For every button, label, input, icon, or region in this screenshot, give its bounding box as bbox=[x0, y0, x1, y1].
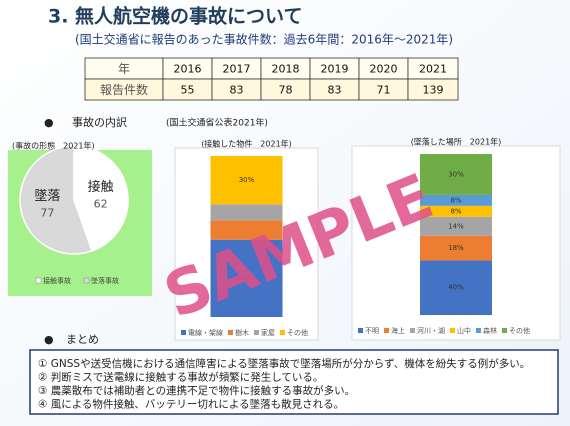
bar-segment bbox=[420, 216, 492, 236]
pie-slice bbox=[19, 145, 93, 255]
section-heading: 事故の内訳 bbox=[72, 115, 127, 129]
legend-swatch bbox=[450, 328, 455, 333]
bullet: ● bbox=[44, 116, 54, 129]
summary-item: ④ 風による物件接触、バッテリー切れによる墜落も散見される。 bbox=[38, 398, 344, 411]
legend-label: その他 bbox=[509, 326, 530, 335]
legend-label: その他 bbox=[287, 328, 308, 337]
table-value: 71 bbox=[377, 84, 391, 97]
chart-title: (事故の形態 2021年) bbox=[12, 141, 95, 151]
table-value: 2020 bbox=[370, 63, 398, 76]
subtitle: (国土交通省に報告のあった事故件数：過去6年間：2016年〜2021年) bbox=[75, 32, 453, 47]
table-value: 2016 bbox=[174, 63, 202, 76]
legend-label: 墜落事故 bbox=[91, 276, 119, 285]
legend-label: 山中 bbox=[457, 326, 471, 335]
bar-segment bbox=[210, 239, 283, 317]
table-value: 78 bbox=[279, 84, 293, 97]
table-header: 報告件数 bbox=[100, 82, 148, 97]
data-label: 48% bbox=[239, 274, 255, 282]
table: 年 2016 2017 2018 2019 2020 2021 報告件数 55 83 78 83 71 1… bbox=[84, 57, 459, 101]
table-cell bbox=[407, 78, 459, 101]
legend-swatch bbox=[280, 330, 285, 335]
bullet: ● bbox=[44, 333, 54, 346]
slice-label: 墜落 bbox=[34, 188, 60, 204]
data-label: 30% bbox=[239, 176, 255, 184]
bar-segment bbox=[420, 205, 492, 217]
legend-swatch bbox=[83, 277, 90, 284]
bar-segment bbox=[420, 154, 492, 195]
legend-label: 樹木 bbox=[235, 328, 249, 337]
summary-list: ① GNSSや送受信機における通信障害による墜落事故で墜落場所が分からず、機体を… bbox=[38, 357, 530, 411]
table-value: 83 bbox=[230, 84, 244, 97]
pie-slice bbox=[73, 145, 129, 252]
chart-title: (墜落した場所 2021年) bbox=[411, 137, 502, 147]
legend-label: 家屋 bbox=[261, 328, 275, 337]
legend-swatch bbox=[502, 328, 507, 333]
summary-item: ② 判断ミスで送電線に接触する事故が頻繁に発生している。 bbox=[38, 371, 323, 384]
charts: 接触 62 墜落 77 接触事故 墜落事故 (事故の形態 2021年) 48% 30% 電線・架線… bbox=[8, 137, 561, 341]
summary-item: ① GNSSや送受信機における通信障害による墜落事故で墜落場所が分からず、機体を… bbox=[38, 357, 530, 370]
chart-title: (接触した物件 2021年) bbox=[201, 139, 292, 149]
data-label: 40% bbox=[448, 284, 464, 292]
table-header: 年 bbox=[118, 62, 130, 76]
legend-swatch bbox=[384, 328, 389, 333]
legend-label: 河川・湖 bbox=[417, 326, 445, 335]
legend-swatch bbox=[35, 277, 42, 284]
legend-label: 海上 bbox=[391, 326, 405, 335]
summary-item: ③ 農薬散布では補助者との連携不足で物件に接触する事故が多い。 bbox=[38, 384, 355, 397]
legend-label: 不明 bbox=[365, 327, 379, 335]
table-value: 55 bbox=[181, 84, 195, 97]
data-label: 14% bbox=[448, 222, 464, 230]
bar-segment bbox=[420, 260, 492, 315]
data-label: 8% bbox=[450, 196, 461, 204]
table-value: 2018 bbox=[272, 63, 300, 76]
bar-segment bbox=[210, 156, 283, 205]
data-label: 30% bbox=[448, 170, 464, 178]
table-value: 2017 bbox=[223, 63, 251, 76]
slice-label: 接触 bbox=[88, 179, 114, 195]
summary-box bbox=[29, 349, 559, 415]
legend-swatch bbox=[228, 330, 233, 335]
title: 3. 無人航空機の事故について bbox=[48, 5, 302, 28]
legend-swatch bbox=[410, 328, 415, 333]
table-value: 139 bbox=[423, 84, 444, 97]
bar-segment bbox=[210, 220, 283, 240]
legend-swatch bbox=[358, 328, 363, 333]
legend-swatch bbox=[254, 330, 259, 335]
data-label: 8% bbox=[450, 207, 461, 215]
legend-label: 接触事故 bbox=[43, 276, 71, 285]
legend-label: 電線・架線 bbox=[188, 328, 223, 337]
section-heading: まとめ bbox=[66, 333, 99, 346]
legend-swatch bbox=[181, 330, 186, 335]
bar-segment bbox=[420, 235, 492, 261]
legend-swatch bbox=[476, 328, 481, 333]
bar-segment bbox=[210, 204, 283, 221]
table-value: 2021 bbox=[419, 63, 447, 76]
data-label: 18% bbox=[448, 244, 464, 252]
slice-value: 77 bbox=[40, 207, 54, 220]
table-value: 83 bbox=[328, 84, 342, 97]
section-note: (国土交通省公表2021年) bbox=[166, 117, 268, 129]
legend-label: 森林 bbox=[483, 326, 497, 335]
slice-value: 62 bbox=[94, 197, 108, 210]
bar-segment bbox=[420, 194, 492, 206]
table-value: 2019 bbox=[321, 63, 349, 76]
